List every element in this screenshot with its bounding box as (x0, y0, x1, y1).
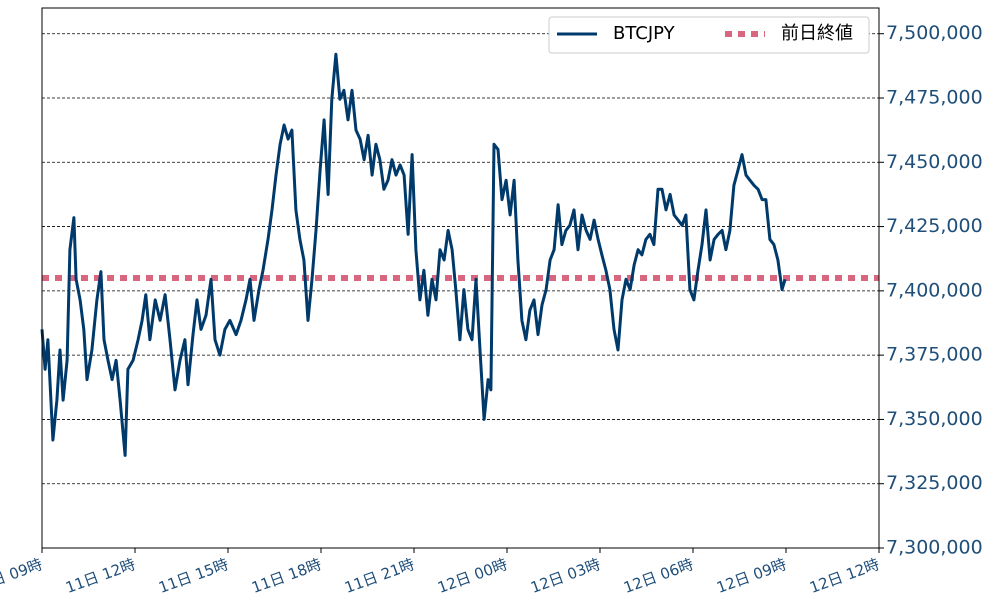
legend-label: BTCJPY (613, 23, 676, 44)
y-tick-label: 7,325,000 (886, 472, 983, 494)
y-tick-label: 7,500,000 (886, 22, 983, 44)
price-line (40, 52, 787, 457)
y-tick-label: 7,350,000 (886, 408, 983, 430)
legend-box (548, 16, 870, 54)
legend-label: 前日終値 (781, 23, 853, 44)
y-tick-label: 7,300,000 (886, 537, 983, 559)
y-tick-label: 7,400,000 (886, 279, 983, 301)
marks (40, 52, 879, 457)
y-tick-label: 7,450,000 (886, 151, 983, 173)
plot-frame (41, 7, 880, 549)
y-tick-label: 7,375,000 (886, 344, 983, 366)
y-tick-label: 7,425,000 (886, 215, 983, 237)
y-tick-label: 7,475,000 (886, 87, 983, 109)
legend: BTCJPY 前日終値 (548, 16, 870, 54)
